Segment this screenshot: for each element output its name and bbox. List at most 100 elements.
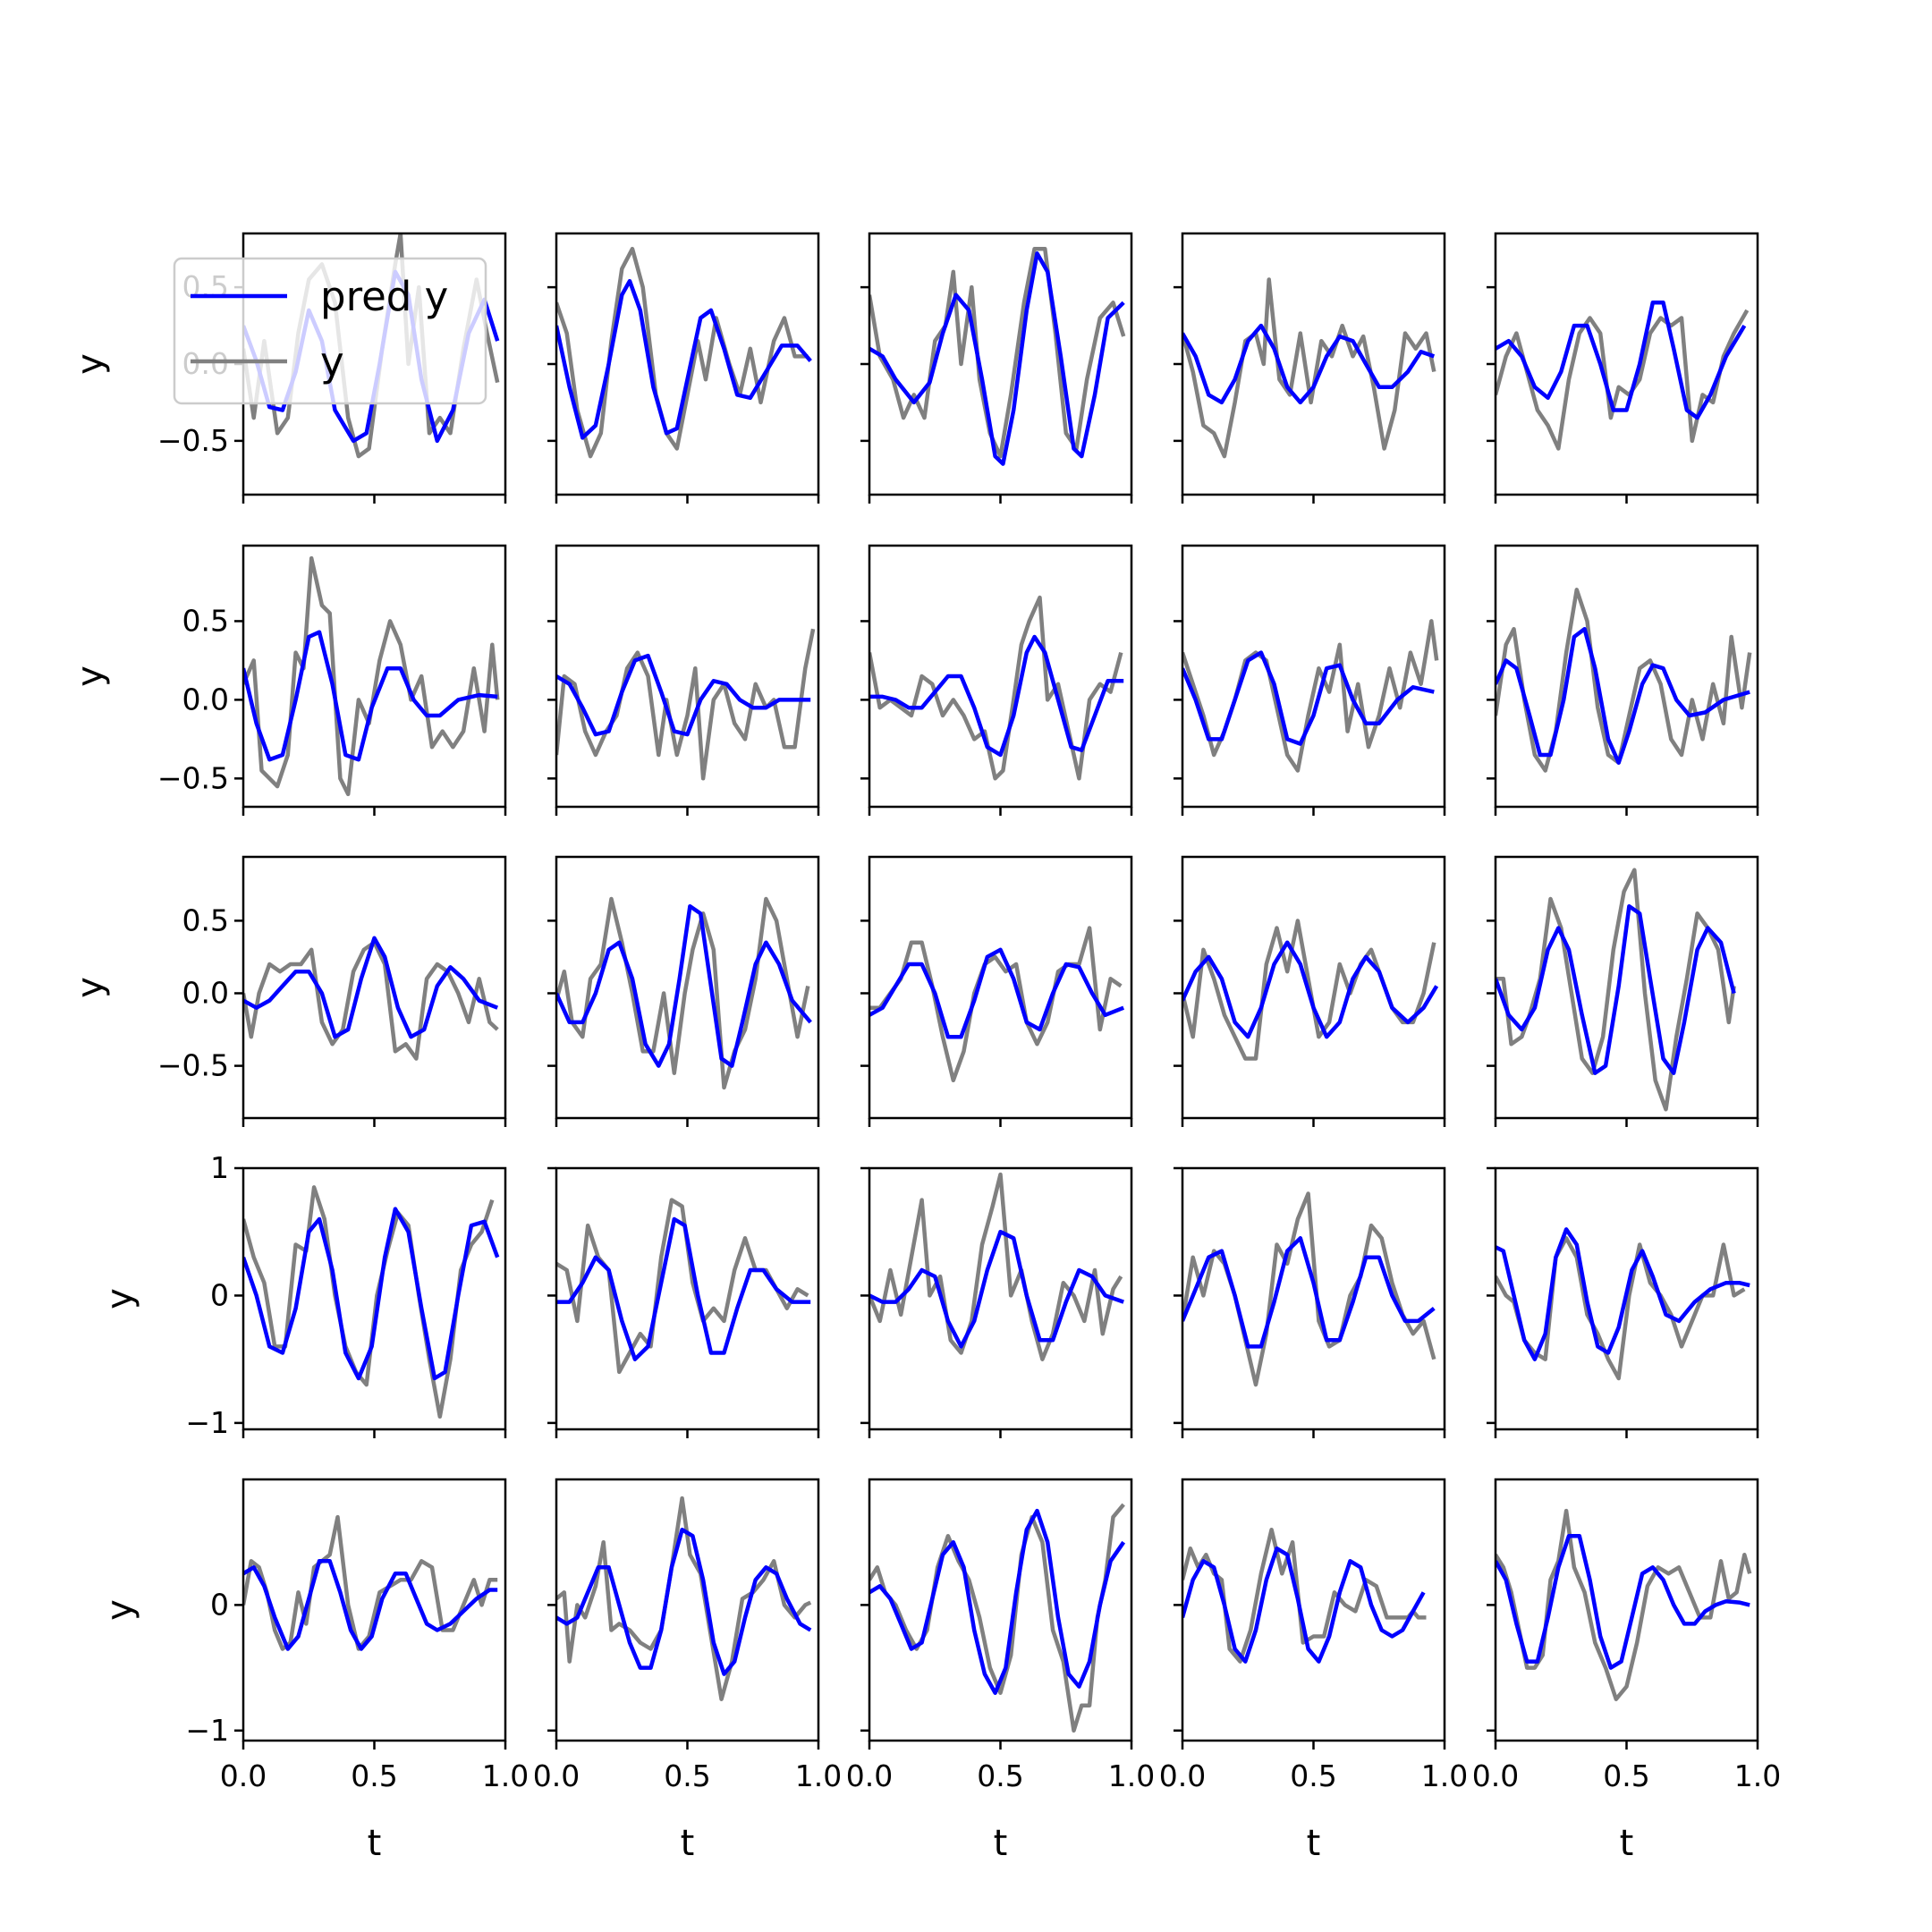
x-axis-label: t [1620,1823,1634,1864]
axes-frame [868,855,1133,1120]
subplot-r3-c3 [1174,1166,1446,1438]
x-tick-label: 1.0 [482,1758,529,1793]
series-line-pred-y [869,947,1125,1039]
plot-area [1496,1227,1750,1381]
series-line-pred-y [243,269,500,444]
series-line-pred-y [243,1207,500,1381]
subplot-r0-c1 [547,232,820,504]
plot-area [556,1198,811,1375]
series-line-y [869,246,1126,459]
y-axis-label: y [99,1288,140,1309]
plot-area [869,246,1126,466]
subplot-r1-c4 [1487,544,1759,816]
subplot-r3-c4 [1487,1166,1759,1438]
x-tick-label: 1.0 [1734,1758,1781,1793]
series-line-y [1496,1508,1752,1701]
series-line-y [869,1503,1125,1733]
axes-frame [242,1166,507,1431]
series-line-pred-y [1496,1227,1750,1361]
x-tick-label: 0.0 [1159,1758,1206,1793]
subplot-r0-c2 [860,232,1133,504]
series-line-y [1182,1527,1427,1664]
axes-frame [868,1166,1133,1431]
series-line-y [243,555,500,797]
subplot-r2-c3 [1174,855,1446,1127]
subplot-r0-c4 [1487,232,1759,504]
axes-frame [1181,1166,1446,1431]
x-tick-label: 1.0 [1108,1758,1155,1793]
subplot-r4-c0: −1 0 0.0 0.5 1.0 y t [99,1478,529,1864]
axes-frame [1494,232,1759,496]
y-tick-label: 0 [210,1587,229,1622]
plot-area [869,926,1125,1083]
series-line-y [1496,868,1736,1112]
x-axis-label: t [681,1823,695,1864]
axes-frame [555,1478,820,1742]
y-tick-label: −1 [185,1713,229,1748]
axes-frame [1494,544,1759,809]
series-line-y [243,1185,495,1419]
x-tick-label: 0.0 [220,1758,267,1793]
series-line-pred-y [243,936,499,1039]
plot-area [243,936,499,1061]
subplot-r4-c1: 0.0 0.5 1.0 t [533,1478,842,1864]
series-line-y [243,940,499,1061]
x-axis-label: t [1307,1823,1321,1864]
series-line-pred-y [869,634,1124,758]
series-line-pred-y [1496,301,1747,420]
legend: pred y y [173,257,487,405]
plot-area [1182,1191,1436,1387]
series-line-pred-y [1182,650,1435,746]
series-line-pred-y [1182,1236,1436,1349]
y-tick-label: 0.5 [182,603,229,638]
plot-area [243,1514,498,1651]
plot-area [556,896,812,1090]
series-line-pred-y [869,1508,1126,1695]
x-tick-label: 0.0 [846,1758,893,1793]
subplot-r1-c0: −0.5 0.0 0.5 y [70,544,507,816]
series-line-pred-y [1496,1533,1750,1670]
axes-frame [1494,1478,1759,1742]
axes-frame [868,544,1133,809]
series-line-pred-y [556,1216,811,1361]
plot-area [556,628,816,781]
series-line-pred-y [556,1527,812,1676]
plot-area [1496,868,1736,1112]
y-tick-label: 0.0 [182,975,229,1010]
plot-area [556,246,812,459]
series-line-y [556,896,810,1090]
plot-area [869,1503,1126,1733]
series-line-pred-y [243,1559,498,1651]
subplot-r2-c0: −0.5 0.0 0.5 y [70,855,507,1127]
plot-area [243,1185,500,1419]
plot-area [1182,919,1439,1061]
plot-area [1496,588,1752,773]
plot-area [1182,619,1439,773]
subplot-r3-c1 [547,1166,820,1438]
legend-label: y [320,338,344,386]
x-tick-label: 1.0 [795,1758,842,1793]
y-tick-label: −0.5 [157,1048,229,1083]
y-tick-label: −0.5 [157,760,229,795]
series-line-pred-y [556,278,812,440]
series-line-pred-y [869,1229,1124,1349]
axes-frame [1494,855,1759,1120]
plot-area [869,595,1124,781]
series-line-pred-y [1496,903,1736,1075]
y-tick-label: 0.0 [182,682,229,716]
x-tick-label: 0.0 [533,1758,580,1793]
plot-area [869,1172,1124,1361]
y-tick-label: −0.5 [157,423,229,458]
y-tick-label: 1 [210,1150,229,1185]
y-axis-label: y [70,353,111,375]
plot-area [1496,1508,1752,1701]
plot-area [243,555,500,797]
subplot-r3-c0: −1 0 1 y [99,1150,507,1440]
plot-area [556,1496,812,1701]
axes-frame [555,232,820,496]
x-tick-label: 0.5 [1290,1758,1336,1793]
y-tick-label: 0.5 [182,902,229,937]
series-line-y [1496,309,1750,451]
subplot-r2-c2 [860,855,1133,1127]
y-tick-label: 0 [210,1277,229,1312]
